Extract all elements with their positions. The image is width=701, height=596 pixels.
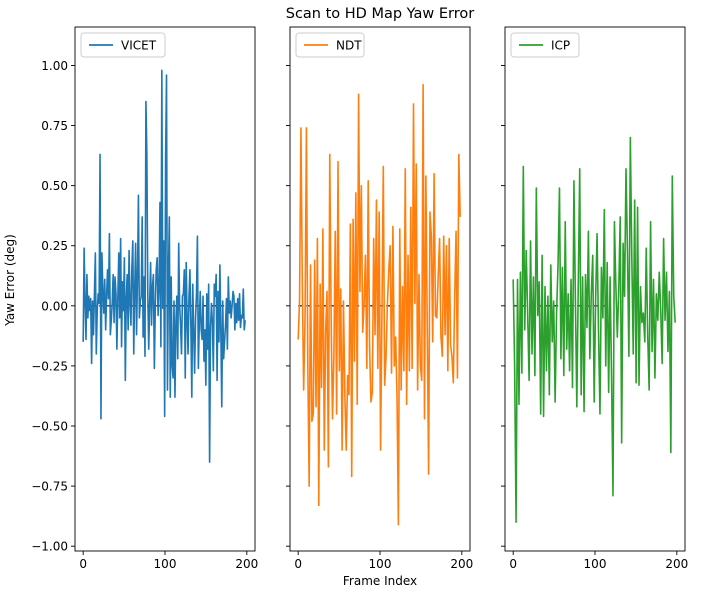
chart-title: Scan to HD Map Yaw Error — [286, 6, 475, 22]
legend-label: ICP — [551, 39, 570, 53]
y-axis-label: Yaw Error (deg) — [3, 234, 17, 327]
x-tick-label: 0 — [294, 557, 302, 571]
x-tick-label: 200 — [235, 557, 258, 571]
legend-box — [80, 32, 166, 58]
series-line-vicet — [82, 69, 246, 463]
legend-label: NDT — [336, 39, 362, 53]
y-tick-label: −0.50 — [31, 420, 68, 434]
subplot-panels: −1.00 −0.75 −0.50 −0.25 0.00 0.25 0.50 0.75 1.00… — [31, 26, 688, 571]
y-tick-label: −0.25 — [31, 359, 68, 373]
y-tick-label: −0.75 — [31, 480, 68, 494]
y-tick-label: 0.25 — [41, 239, 68, 253]
y-tick-label: 0.75 — [41, 119, 68, 133]
y-tick-label: −1.00 — [31, 540, 68, 554]
x-tick-label: 200 — [665, 557, 688, 571]
x-axis-label: Frame Index — [343, 574, 417, 588]
x-tick-label: 100 — [154, 557, 177, 571]
series-line-icp — [512, 136, 676, 523]
legend-box — [295, 32, 365, 58]
y-tick-label: 0.50 — [41, 179, 68, 193]
x-tick-label: 0 — [509, 557, 517, 571]
y-tick-label: 0.00 — [41, 299, 68, 313]
x-tick-label: 200 — [450, 557, 473, 571]
y-tick-label: 1.00 — [41, 59, 68, 73]
x-tick-label: 0 — [79, 557, 87, 571]
subplot-vicet: −1.00 −0.75 −0.50 −0.25 0.00 0.25 0.50 0.75 1.00… — [31, 26, 258, 571]
series-line-ndt — [297, 83, 461, 526]
legend-box — [510, 32, 580, 58]
x-tick-label: 100 — [584, 557, 607, 571]
subplot-icp: 0 100 200 ICP — [501, 26, 688, 571]
subplot-ndt: 0 100 200 NDT — [286, 26, 473, 571]
legend-label: VICET — [121, 39, 157, 53]
x-tick-label: 100 — [369, 557, 392, 571]
